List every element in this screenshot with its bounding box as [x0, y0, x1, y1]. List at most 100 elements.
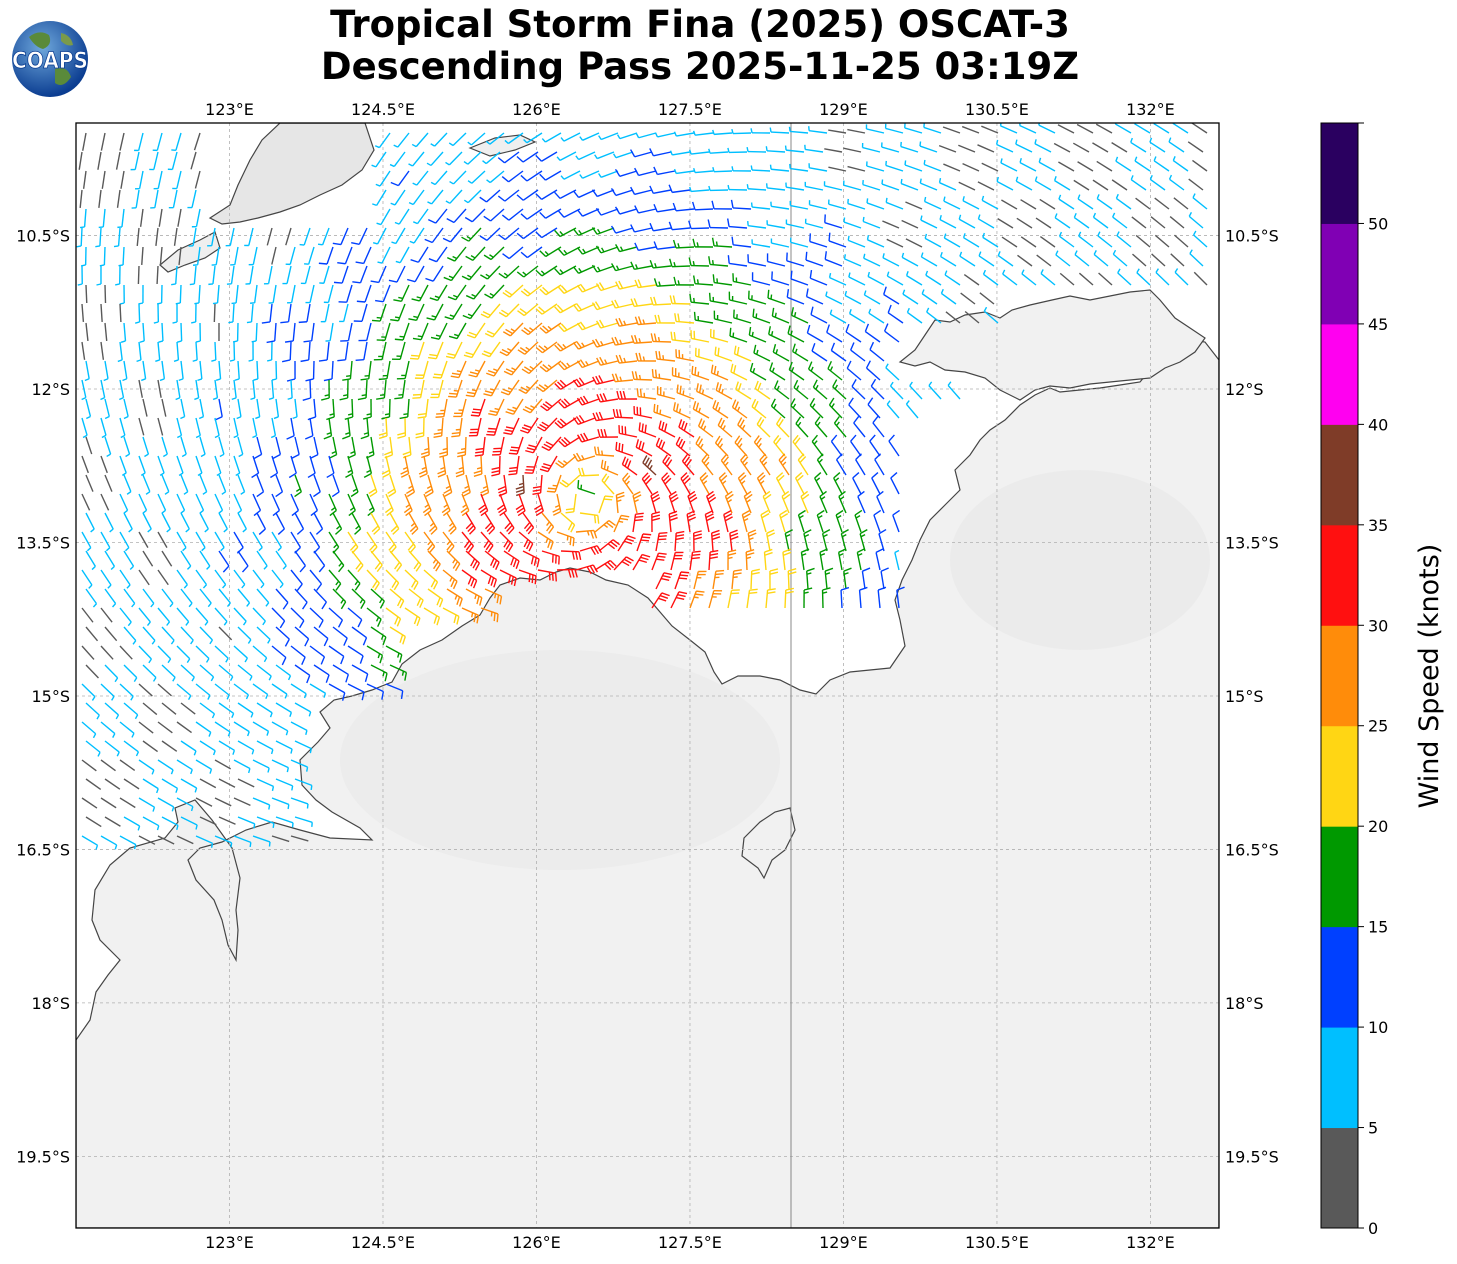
wind-barb	[157, 379, 162, 398]
wind-barb	[496, 493, 508, 517]
wind-barb	[370, 664, 388, 682]
wind-barb	[885, 363, 900, 381]
wind-barb	[467, 132, 486, 146]
wind-barb	[746, 588, 758, 609]
wind-barb	[540, 398, 562, 412]
wind-barb	[688, 220, 710, 230]
wind-barb	[940, 251, 957, 267]
wind-barb	[611, 373, 634, 383]
wind-barb	[673, 168, 695, 175]
logo-text: COAPS	[12, 49, 88, 74]
wind-barb	[360, 360, 372, 381]
wind-barb	[522, 398, 543, 414]
wind-barb	[116, 189, 121, 208]
wind-barb	[1072, 142, 1090, 153]
wind-barb	[835, 453, 847, 476]
wind-barb	[157, 835, 175, 845]
wind-barb	[395, 246, 410, 264]
wind-barb	[541, 550, 560, 565]
wind-barb	[104, 626, 118, 642]
wind-barb	[610, 225, 634, 234]
wind-barb	[461, 474, 471, 497]
wind-barb	[271, 246, 277, 265]
wind-barb	[686, 510, 696, 533]
wind-barb	[138, 531, 149, 548]
wind-barb	[843, 567, 852, 590]
wind-barb	[374, 132, 391, 149]
wind-barb	[711, 200, 733, 210]
wind-barb	[251, 322, 258, 343]
wind-barb	[443, 474, 453, 498]
wind-barb	[176, 531, 187, 552]
wind-barb	[119, 132, 125, 151]
wind-barb	[328, 569, 342, 591]
wind-barb	[460, 493, 470, 517]
colorbar-bin	[1321, 223, 1358, 325]
wind-barb	[766, 220, 786, 229]
wind-barb	[254, 436, 263, 459]
wind-barb	[982, 269, 999, 286]
wind-barb	[461, 607, 480, 624]
wind-barb	[613, 556, 634, 571]
wind-barb	[370, 588, 385, 609]
wind-barb	[751, 398, 767, 419]
wind-barb	[385, 569, 400, 591]
wind-barb	[631, 371, 653, 381]
wind-barb	[942, 126, 961, 134]
wind-barb	[119, 569, 131, 589]
wind-barb	[871, 472, 881, 495]
wind-barb	[521, 360, 543, 375]
wind-barb	[515, 474, 525, 497]
wind-barb	[750, 165, 771, 172]
wind-barb	[347, 607, 363, 628]
wind-barb	[157, 645, 172, 664]
wind-barb	[233, 835, 252, 848]
wind-barb	[77, 265, 83, 286]
colorbar-bin	[1321, 123, 1358, 224]
wind-barb	[437, 455, 447, 478]
wind-barb	[579, 132, 600, 141]
wind-barb	[821, 587, 831, 609]
wind-barb	[467, 170, 486, 184]
wind-barb	[252, 531, 263, 552]
wind-barb	[483, 208, 505, 222]
wind-barb	[594, 559, 617, 571]
wind-barb	[633, 406, 653, 419]
wind-barb	[256, 664, 272, 681]
wind-barb	[358, 322, 372, 342]
wind-barb	[271, 721, 289, 736]
wind-barb	[924, 233, 942, 248]
wind-barb	[715, 382, 733, 400]
wind-barb	[675, 349, 695, 362]
wind-barb	[294, 588, 308, 610]
wind-barb	[537, 569, 557, 582]
wind-barb	[695, 383, 714, 400]
wind-barb	[805, 251, 824, 267]
wind-barb	[746, 184, 767, 191]
wind-barb	[136, 227, 140, 246]
wind-barb	[78, 151, 83, 170]
wind-barb	[1077, 161, 1094, 172]
wind-barb	[1020, 199, 1037, 210]
wind-barb	[298, 303, 311, 324]
wind-barb	[759, 453, 771, 476]
wind-barb	[535, 151, 558, 162]
wind-barb	[539, 208, 562, 219]
wind-barb	[195, 455, 203, 477]
wind-barb	[82, 170, 87, 189]
wind-barb	[577, 467, 600, 477]
wind-barb	[1173, 197, 1189, 210]
title-line-2: Descending Pass 2025-11-25 03:19Z	[320, 45, 1080, 88]
wind-barb	[1150, 216, 1166, 229]
wind-barb	[591, 338, 615, 348]
wind-barb	[737, 417, 752, 438]
wind-barb	[938, 144, 957, 153]
wind-barb	[689, 590, 705, 609]
wind-barb	[161, 474, 170, 495]
wind-barb	[539, 455, 558, 473]
wind-barb	[747, 221, 767, 229]
wind-barb	[360, 417, 370, 440]
wind-barb	[100, 797, 117, 809]
wind-barb	[865, 124, 885, 134]
wind-barb	[134, 170, 144, 190]
